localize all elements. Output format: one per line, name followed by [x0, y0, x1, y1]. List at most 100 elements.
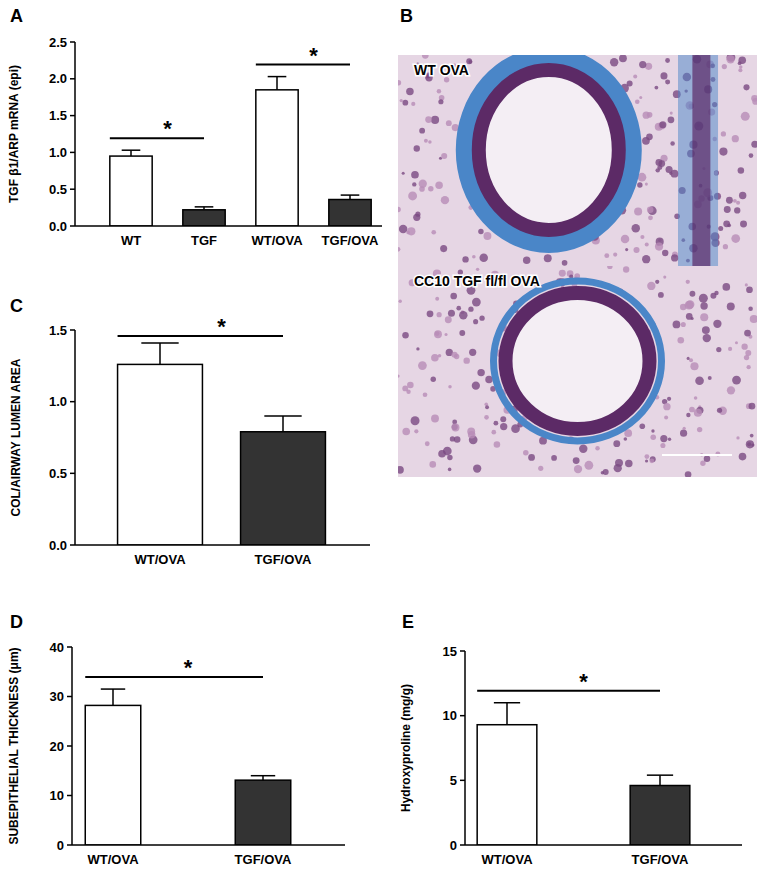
cell	[422, 55, 429, 59]
error-line	[506, 703, 508, 725]
cell	[398, 374, 400, 377]
error-line	[112, 689, 114, 705]
cell	[634, 208, 642, 216]
error-bar	[101, 689, 125, 705]
collagen	[467, 58, 631, 242]
cell	[663, 403, 670, 410]
cell	[573, 457, 580, 464]
x-tick-label: WT/OVA	[134, 552, 186, 567]
x-tick-label: TGF/OVA	[255, 552, 312, 567]
y-tick	[67, 745, 72, 747]
cell	[477, 369, 484, 376]
cell	[648, 215, 653, 220]
cell	[645, 183, 648, 186]
y-tick	[70, 329, 75, 331]
cell	[431, 116, 439, 124]
cell	[625, 248, 628, 251]
cell	[440, 245, 447, 252]
significance-bracket	[256, 64, 350, 66]
y-tick-label: 0.5	[49, 182, 67, 197]
cell	[613, 440, 620, 447]
cell	[472, 298, 481, 307]
cell	[408, 192, 417, 201]
cell	[428, 186, 433, 191]
x-tick-label: TGF/OVA	[235, 852, 292, 867]
cell	[750, 315, 757, 323]
cell	[425, 116, 432, 123]
cell	[655, 242, 663, 250]
marks	[477, 703, 690, 845]
cell	[528, 454, 535, 461]
cell	[689, 291, 695, 297]
panel-letter: A	[10, 6, 23, 26]
cell	[435, 297, 439, 301]
y-tick-label: 0	[450, 838, 457, 853]
cell	[677, 337, 684, 344]
y-tick-label: 20	[50, 739, 64, 754]
error-line	[276, 77, 278, 90]
x-tick-label: WT/OVA	[251, 233, 303, 248]
significance-bracket	[118, 335, 283, 337]
y-axis-label: SUBEPITHELIAL THICKNESS (μm)	[7, 647, 21, 844]
cell	[452, 424, 460, 432]
bar	[118, 364, 203, 545]
cell	[427, 310, 434, 317]
y-tick-label: 1.0	[49, 394, 67, 409]
cell	[437, 89, 441, 93]
bar	[110, 156, 152, 226]
cell	[476, 268, 479, 271]
cell	[435, 181, 442, 188]
bar	[477, 725, 537, 845]
tissue-bg	[398, 55, 757, 266]
cell	[398, 300, 401, 303]
cell	[511, 424, 520, 433]
significance-star: *	[309, 43, 318, 68]
cell	[424, 139, 428, 143]
cell	[459, 330, 465, 336]
error-cap	[141, 342, 178, 344]
cell	[734, 207, 740, 213]
cell	[667, 397, 671, 401]
cell	[726, 197, 733, 204]
airway	[506, 293, 650, 429]
bar	[256, 90, 298, 226]
cell	[463, 357, 469, 363]
cell	[639, 423, 645, 429]
cell	[651, 429, 654, 432]
cell	[402, 428, 410, 436]
cell	[500, 416, 506, 422]
cell	[419, 180, 427, 188]
cell	[398, 207, 401, 212]
cell	[739, 192, 746, 199]
error-cap	[341, 194, 360, 196]
cell	[416, 347, 419, 350]
y-tick	[70, 401, 75, 403]
bar	[329, 200, 371, 226]
cell	[428, 140, 431, 143]
error-bar	[251, 776, 275, 780]
scale-bar	[662, 454, 732, 456]
y-tick-label: 0	[57, 838, 64, 853]
vessel	[692, 55, 710, 266]
significance-bracket	[477, 690, 660, 692]
error-line	[282, 416, 284, 432]
cell	[732, 376, 741, 385]
cell	[644, 454, 649, 459]
cell	[478, 229, 483, 234]
cell	[485, 405, 489, 409]
cell	[551, 455, 557, 461]
y-tick	[70, 225, 75, 227]
cell	[691, 317, 694, 320]
cell	[639, 96, 642, 99]
x-axis	[75, 225, 382, 227]
cell	[647, 207, 654, 214]
y-tick	[67, 844, 72, 846]
y-tick-label: 0.0	[49, 219, 67, 234]
micrograph	[398, 266, 757, 477]
y-tick	[460, 844, 465, 846]
cell	[469, 349, 476, 356]
cell	[645, 242, 649, 246]
y-tick	[67, 696, 72, 698]
cell	[647, 112, 653, 118]
cell	[493, 421, 498, 426]
